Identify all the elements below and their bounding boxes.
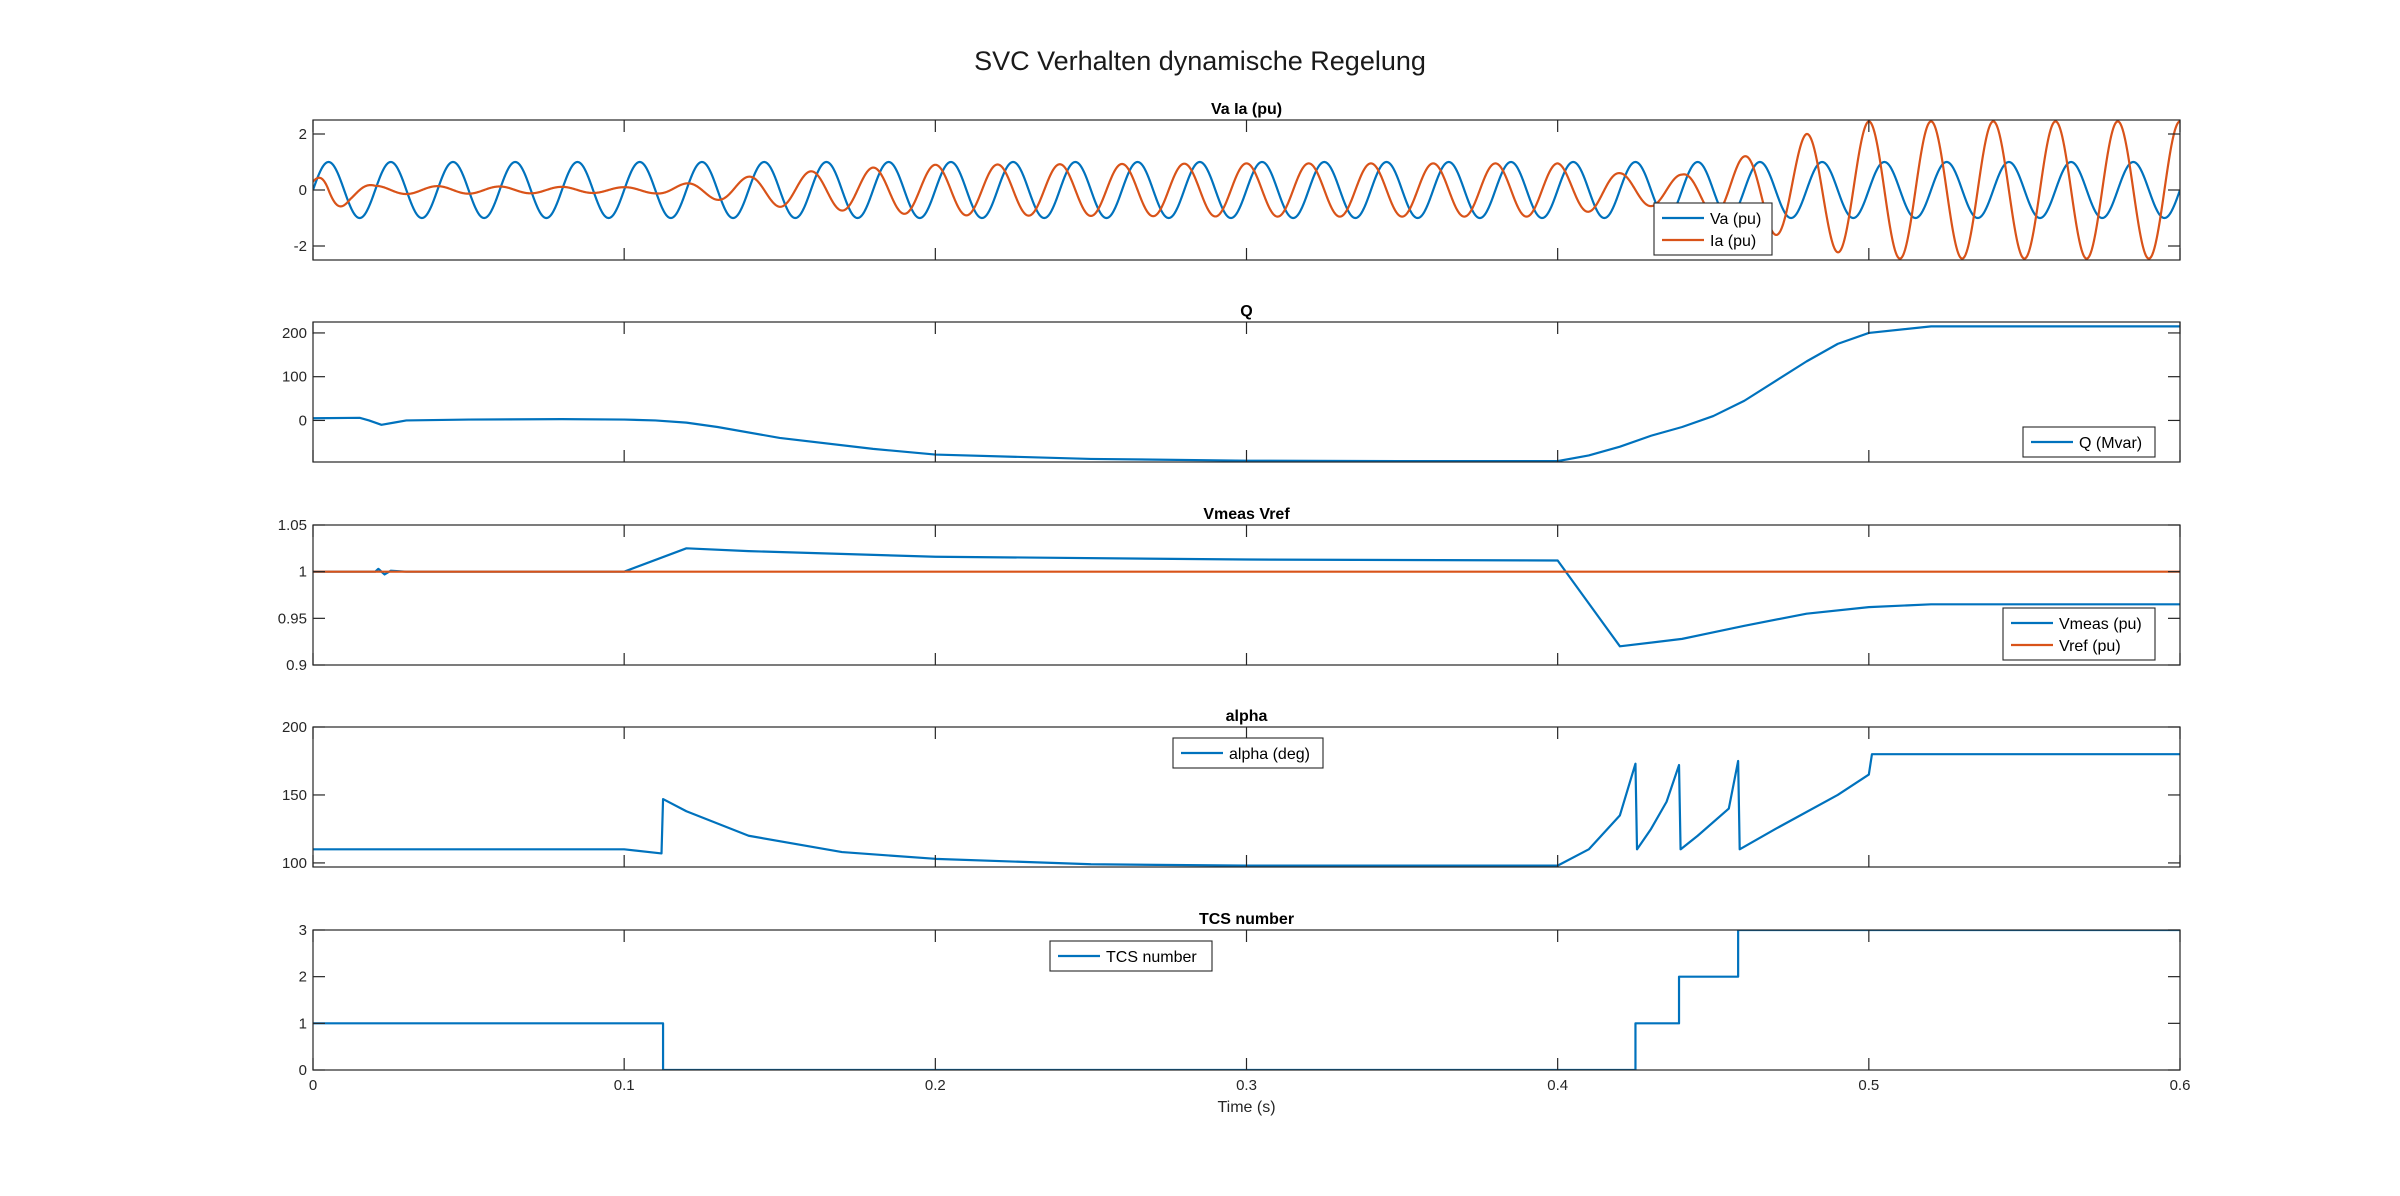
x-tick-label: 0.6 [2170,1077,2191,1094]
subplot-5: 0 1 2 3 0 0.1 0.2 0.3 0.4 0.5 0.6 Time (s) TCS numbe… [299,911,2191,1116]
legend-entry: Vref (pu) [2059,638,2121,655]
y-tick-label: -2 [294,238,307,255]
y-tick-label: 0 [299,412,307,429]
legend-entry: Q (Mvar) [2079,435,2142,452]
legend: TCS number [1049,940,1213,972]
plot-area [313,525,2180,665]
legend: Va (pu) Ia (pu) [1653,202,1773,256]
legend: Q (Mvar) [2022,426,2156,458]
subplot-title: Va Ia (pu) [1211,101,1282,118]
legend: Vmeas (pu) Vref (pu) [2002,607,2156,661]
plot-area [313,930,2180,1070]
legend-box [1653,202,1773,256]
series-line-alpha-deg [313,753,2180,867]
x-axis-label: Time (s) [1217,1099,1275,1116]
x-tick-label: 0 [309,1077,317,1094]
legend-entry: alpha (deg) [1229,746,1310,763]
legend-box [2002,607,2156,661]
y-tick-label: 100 [282,855,307,872]
legend-entry: Vmeas (pu) [2059,616,2142,633]
y-tick-label: 0.9 [286,657,307,674]
subplot-4: 100 150 200 alpha alpha (deg) [282,708,2181,872]
x-tick-label: 0.2 [925,1077,946,1094]
y-tick-label: 0 [299,1062,307,1079]
series-line-vmeas-pu [313,547,2180,648]
y-tick-label: 1 [299,564,307,581]
y-tick-label: 2 [299,126,307,143]
y-tick-label: 1.05 [278,517,307,534]
subplot-3: 0.9 0.95 1 1.05 Vmeas Vref Vmeas (pu) Vref (pu… [278,506,2181,674]
y-tick-label: 100 [282,369,307,386]
y-tick-label: 200 [282,719,307,736]
subplot-title: alpha [1226,708,1268,725]
legend-entry: TCS number [1106,949,1197,966]
x-tick-label: 0.5 [1858,1077,1879,1094]
y-tick-label: 200 [282,325,307,342]
subplot-2: 0 100 200 Q Q (Mvar) [282,303,2181,463]
y-tick-label: 150 [282,787,307,804]
series-line-va-pu [313,160,2180,220]
series-line-q-mvar [313,325,2180,462]
subplot-1: -2 0 2 Va Ia (pu) Va (pu) Ia (pu) [294,101,2181,261]
y-tick-label: 0.95 [278,610,307,627]
figure-title: SVC Verhalten dynamische Regelung [974,46,1426,76]
x-tick-label: 0.1 [614,1077,635,1094]
series-line-tcs-number [313,930,2180,1070]
subplot-title: TCS number [1199,911,1294,928]
y-tick-label: 3 [299,922,307,939]
y-tick-label: 2 [299,969,307,986]
legend-entry: Ia (pu) [1710,233,1756,250]
legend-entry: Va (pu) [1710,211,1761,228]
x-tick-label: 0.4 [1547,1077,1568,1094]
y-tick-label: 0 [299,182,307,199]
subplot-title: Vmeas Vref [1203,506,1290,523]
y-tick-label: 1 [299,1015,307,1032]
legend: alpha (deg) [1172,737,1324,769]
plot-area [313,322,2180,462]
x-tick-label: 0.3 [1236,1077,1257,1094]
subplot-title: Q [1240,303,1252,320]
